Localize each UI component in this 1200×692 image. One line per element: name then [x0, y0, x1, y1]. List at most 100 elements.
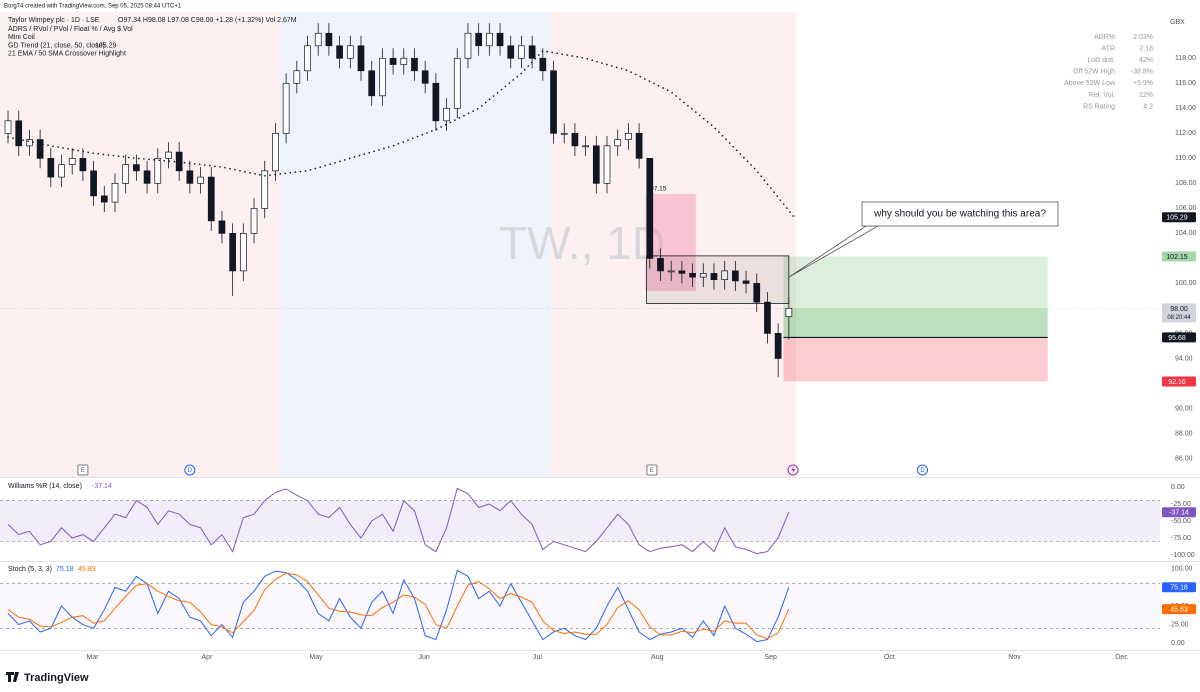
event-label[interactable]: E [81, 468, 85, 474]
candle-body [689, 273, 696, 278]
candle-body [550, 70, 557, 134]
candle-body [571, 132, 579, 147]
candle-body [646, 157, 654, 259]
candle-body [218, 220, 226, 234]
candle-body [389, 57, 397, 65]
candle-body [133, 164, 140, 172]
indicator-line [7, 572, 790, 640]
candle-body [742, 280, 750, 284]
candle-body [346, 45, 354, 59]
candle-body [560, 132, 568, 135]
stat-label: ADR% [1094, 34, 1115, 41]
stop-zone [783, 337, 1048, 382]
zone [645, 193, 696, 291]
candle-body [282, 82, 290, 134]
lightning-icon [791, 466, 796, 474]
candle-body [667, 270, 675, 273]
indicator-value: 105.29 [95, 42, 117, 49]
value-tag [1162, 582, 1196, 593]
legend-value: 45.83 [78, 566, 96, 573]
oscillator-band [0, 500, 1160, 542]
y-tick-label: 108.00 [1175, 180, 1197, 187]
x-tick-label: Mar [86, 654, 99, 661]
candle-body [272, 132, 279, 172]
candle-body [15, 120, 23, 147]
candle-body [100, 195, 108, 203]
candle-body [699, 273, 707, 278]
stat-label: RS Rating [1083, 103, 1115, 110]
legend-value: 75.18 [56, 566, 74, 573]
candle-body [122, 164, 130, 184]
candle-body [304, 45, 311, 72]
x-tick-label: Jun [418, 654, 429, 661]
event-label[interactable]: D [188, 468, 193, 474]
candle-body [485, 32, 493, 47]
indicator-label: Mini Coil [8, 34, 35, 41]
candle-body [250, 208, 258, 234]
event-label[interactable]: E [650, 468, 654, 474]
candle-body [336, 45, 343, 59]
y-tick-label: 86.00 [1175, 455, 1193, 462]
event-marker [646, 464, 658, 476]
range-box [646, 255, 790, 304]
x-tick-label: Jul [533, 654, 542, 661]
candle-body [111, 182, 119, 203]
y-tick-label: 94.00 [1175, 355, 1193, 362]
quote: O97.34 H98.08 L97.08 C98.00 +1.28 (+1.32… [118, 17, 297, 24]
value-tag-text: -37.14 [1169, 510, 1189, 517]
candle-body [507, 45, 515, 59]
y-tick-label: 90.00 [1175, 405, 1193, 412]
brand-logo: TradingView [6, 672, 89, 684]
candle-body [143, 170, 151, 184]
current-price-tag [1162, 303, 1196, 323]
value-tag-text: 45.83 [1170, 606, 1188, 613]
highlight-region [0, 12, 280, 477]
y-tick-label: 110.00 [1175, 155, 1196, 162]
value-tag-text: 75.18 [1170, 585, 1188, 592]
candle-body [293, 70, 301, 84]
stat-value: -38.8% [1131, 69, 1153, 76]
entry-price-tag [1162, 332, 1196, 343]
candle-body [678, 270, 686, 274]
countdown: 08:20:44 [1167, 315, 1191, 321]
candle-body [197, 176, 204, 184]
indicator-line [7, 569, 790, 643]
event-marker [77, 464, 89, 476]
event-label[interactable]: D [920, 468, 925, 474]
y-tick-label: 0.00 [1171, 484, 1185, 491]
x-tick-label: Aug [651, 654, 664, 661]
candle-body [592, 145, 600, 184]
stat-label: Rel. Vol. [1089, 92, 1115, 99]
event-marker [184, 464, 196, 476]
entry-price-tag-text: 95.68 [1168, 335, 1186, 342]
candle-body [411, 57, 418, 72]
candle-body [90, 170, 97, 197]
overlay-layer: Taylor Wimpey plc · 1D · LSE O97.34 H98.0… [8, 17, 1197, 661]
candle-body [539, 57, 547, 72]
candle-body [368, 70, 376, 97]
candle-body [732, 270, 739, 282]
stop-price-tag [1162, 376, 1196, 387]
candle-body [753, 283, 761, 303]
candle-body [785, 308, 793, 318]
y-tick-label: 88.00 [1175, 430, 1193, 437]
stat-label: Off 52W High [1073, 69, 1115, 76]
candle-body [207, 176, 215, 222]
candle-body [68, 157, 76, 165]
candle-body [36, 139, 44, 159]
candle-body [528, 45, 536, 59]
stat-label: ATR [1102, 45, 1115, 52]
stat-value: 2.18 [1139, 45, 1153, 52]
candle-body [464, 32, 472, 59]
chart-title: Taylor Wimpey plc · 1D · LSE [8, 17, 100, 24]
candle-body [721, 270, 729, 280]
pane-title: Stoch (5, 3, 3) [8, 566, 52, 573]
candle-body [357, 45, 365, 72]
stat-label: LoD dist. [1087, 57, 1115, 64]
x-tick-label: May [309, 654, 323, 661]
callout-text: why should you be watching this area? [873, 209, 1046, 220]
watermark: TW., 1D [499, 217, 665, 269]
candle-body [774, 333, 782, 359]
x-tick-label: Apr [202, 654, 214, 661]
